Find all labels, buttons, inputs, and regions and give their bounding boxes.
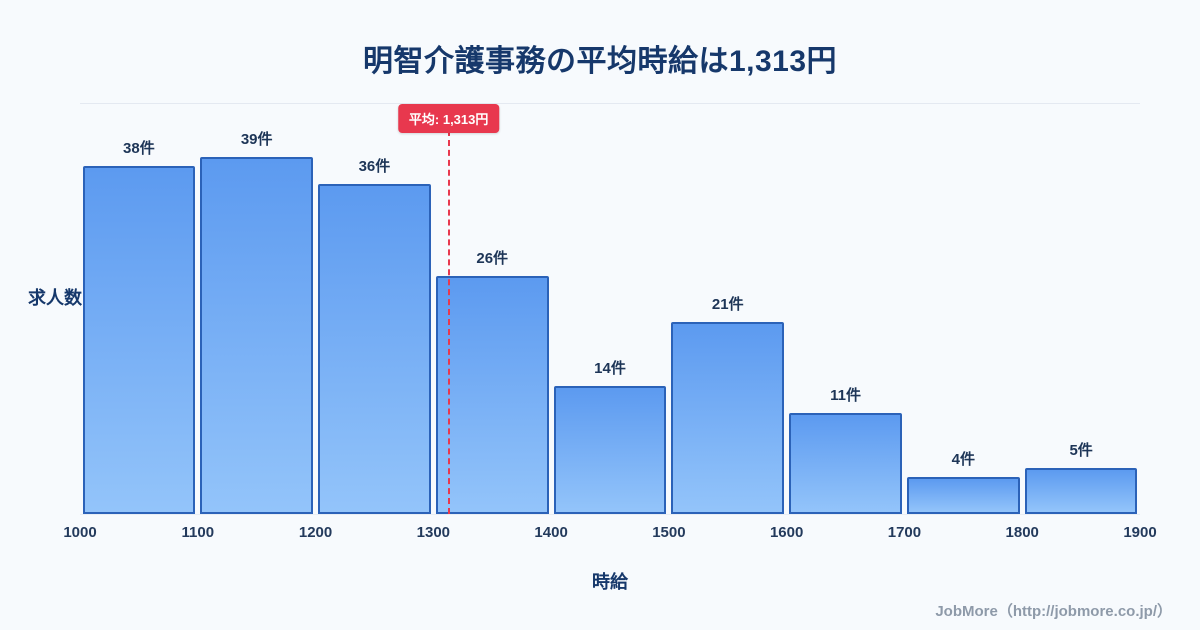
histogram-bar [1024,468,1138,514]
plot-area: 38件 39件 36件 26件 14件 21件 11件 4件 5件 平均: 1,313円 [80,103,1140,515]
x-tick-label: 1400 [534,524,568,541]
bar-value-label: 5件 [1069,442,1093,459]
x-tick-label: 1000 [63,524,97,541]
x-tick-label: 1200 [298,524,333,541]
x-tick-label: 1500 [652,524,686,541]
x-tick-label: 1900 [1123,524,1157,541]
histogram-bar [789,413,902,514]
bar-value-label: 36件 [358,158,391,175]
histogram-bar [906,477,1020,514]
average-line [447,130,450,514]
x-axis-label: 時給 [592,572,628,592]
histogram-bar [318,184,431,514]
bar-value-label: 38件 [123,140,155,157]
credit-text: JobMore（http://jobmore.co.jp/） [935,603,1172,620]
y-axis-label: 求人数 [28,288,82,308]
bar-value-label: 26件 [476,250,509,267]
x-tick-label: 1800 [1005,524,1039,541]
x-tick-label: 1700 [887,524,922,541]
x-tick-label: 1600 [769,524,804,541]
histogram-bar [435,276,549,514]
histogram-bar [553,386,667,514]
bar-value-label: 11件 [830,387,861,404]
x-tick-label: 1100 [181,524,215,541]
histogram-bar [671,322,785,514]
bar-value-label: 4件 [951,451,975,468]
chart-title: 明智介護事務の平均時給は1,313円 [362,45,838,78]
bar-value-label: 21件 [711,296,744,313]
histogram-bar [82,166,196,514]
histogram-bar [200,157,314,514]
x-tick-label: 1300 [416,524,451,541]
bar-value-label: 14件 [594,360,626,377]
bar-value-label: 39件 [240,131,273,148]
x-axis-ticks: 1000 1100 1200 1300 1400 1500 1600 1700 1800 1900 [63,524,1156,544]
average-badge: 平均: 1,313円 [397,104,500,133]
